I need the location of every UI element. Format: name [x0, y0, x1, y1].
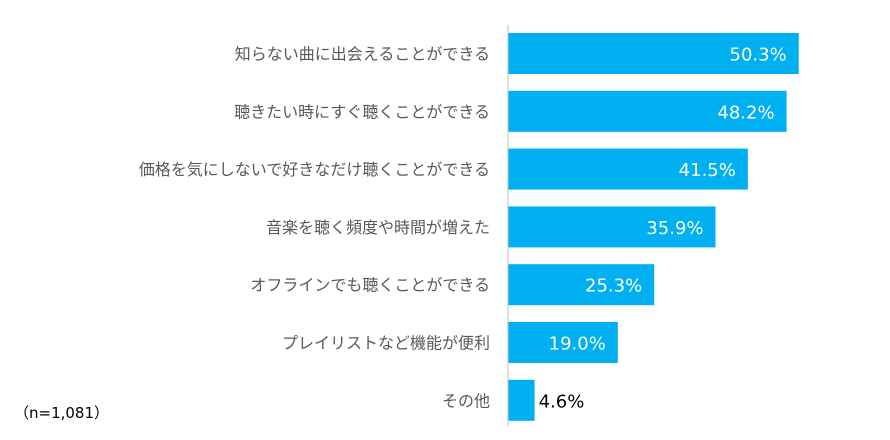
category-label-5: オフラインでも聴くことができる: [250, 276, 490, 295]
category-label-6: プレイリストなど機能が便利: [282, 334, 490, 353]
value-label-3: 41.5%: [679, 160, 736, 181]
bar-7: [508, 379, 535, 421]
bar-3: [508, 148, 748, 190]
value-label-1: 50.3%: [730, 45, 787, 66]
category-label-7: その他: [442, 391, 490, 410]
category-label-3: 価格を気にしないで好きなだけ聴くことができる: [139, 160, 490, 179]
bar-2: [508, 90, 787, 132]
bar-6: [508, 322, 618, 363]
sample-size-note: （n=1,081）: [14, 404, 109, 422]
category-label-1: 知らない曲に出会えることができる: [235, 45, 490, 64]
bar-5: [508, 264, 655, 306]
value-label-6: 19.0%: [549, 334, 606, 355]
bars-layer: 知らない曲に出会えることができる 50.3% 聴きたい時にすぐ聴くことができる 48.…: [139, 33, 799, 421]
value-label-5: 25.3%: [585, 276, 642, 297]
value-label-4: 35.9%: [646, 218, 703, 239]
value-label-2: 48.2%: [717, 102, 774, 123]
bar-1: [508, 33, 799, 74]
bar-4: [508, 206, 716, 248]
category-label-2: 聴きたい時にすぐ聴くことができる: [234, 102, 490, 121]
category-label-4: 音楽を聴く頻度や時間が増えた: [266, 218, 490, 237]
value-label-7: 4.6%: [539, 391, 585, 412]
